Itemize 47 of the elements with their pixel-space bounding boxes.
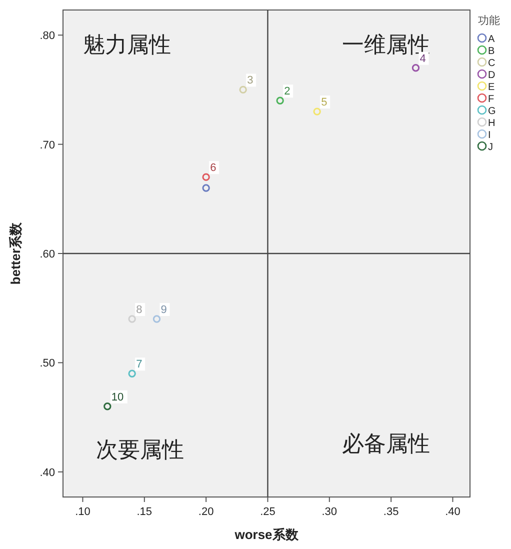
- point: [128, 370, 136, 378]
- annotation: 5: [321, 96, 328, 109]
- point: [152, 315, 161, 323]
- point: [202, 173, 210, 181]
- legend-label: H: [488, 118, 496, 129]
- y-tick-label: .80: [40, 30, 55, 42]
- x-tick-label: .20: [198, 506, 214, 518]
- annotation: 6: [210, 162, 216, 174]
- y-tick-label: .40: [40, 466, 55, 479]
- x-tick-label: .15: [136, 506, 152, 518]
- legend-label: I: [488, 130, 491, 141]
- point: [128, 315, 136, 323]
- x-axis-title: worse系数: [234, 527, 300, 542]
- legend-label: J: [488, 142, 493, 153]
- y-tick-label: .70: [40, 139, 55, 152]
- legend-label: G: [488, 106, 496, 117]
- point: [104, 402, 112, 410]
- point: [276, 96, 284, 104]
- annotation: 2: [284, 86, 290, 98]
- x-tick-label: .40: [445, 506, 460, 518]
- legend-title: 功能: [478, 14, 500, 27]
- legend-label: C: [488, 58, 496, 69]
- point: [313, 108, 321, 116]
- y-axis-title: better系数: [8, 221, 23, 285]
- annotation: 7: [136, 358, 142, 371]
- legend-label: D: [488, 70, 496, 81]
- point: [412, 64, 420, 72]
- annotation: 必备属性: [342, 431, 430, 456]
- point: [202, 184, 210, 192]
- x-tick-label: .10: [75, 506, 90, 518]
- annotation: 魅力属性: [83, 32, 171, 57]
- legend-label: A: [488, 34, 495, 45]
- legend-label: F: [488, 94, 494, 105]
- annotation: 3: [247, 74, 254, 87]
- annotation: 10: [111, 391, 124, 404]
- legend-label: E: [488, 82, 495, 93]
- point: [239, 86, 247, 94]
- x-tick-label: .35: [383, 506, 399, 518]
- x-tick-label: .30: [322, 506, 338, 518]
- legend-label: B: [488, 46, 495, 57]
- y-tick-label: .50: [40, 358, 55, 370]
- annotation: 次要属性: [96, 437, 184, 462]
- x-tick-label: .25: [260, 506, 276, 518]
- annotation: 9: [160, 304, 167, 316]
- annotation: 8: [136, 304, 142, 316]
- annotation: 4: [420, 52, 426, 65]
- y-tick-label: .60: [40, 248, 55, 260]
